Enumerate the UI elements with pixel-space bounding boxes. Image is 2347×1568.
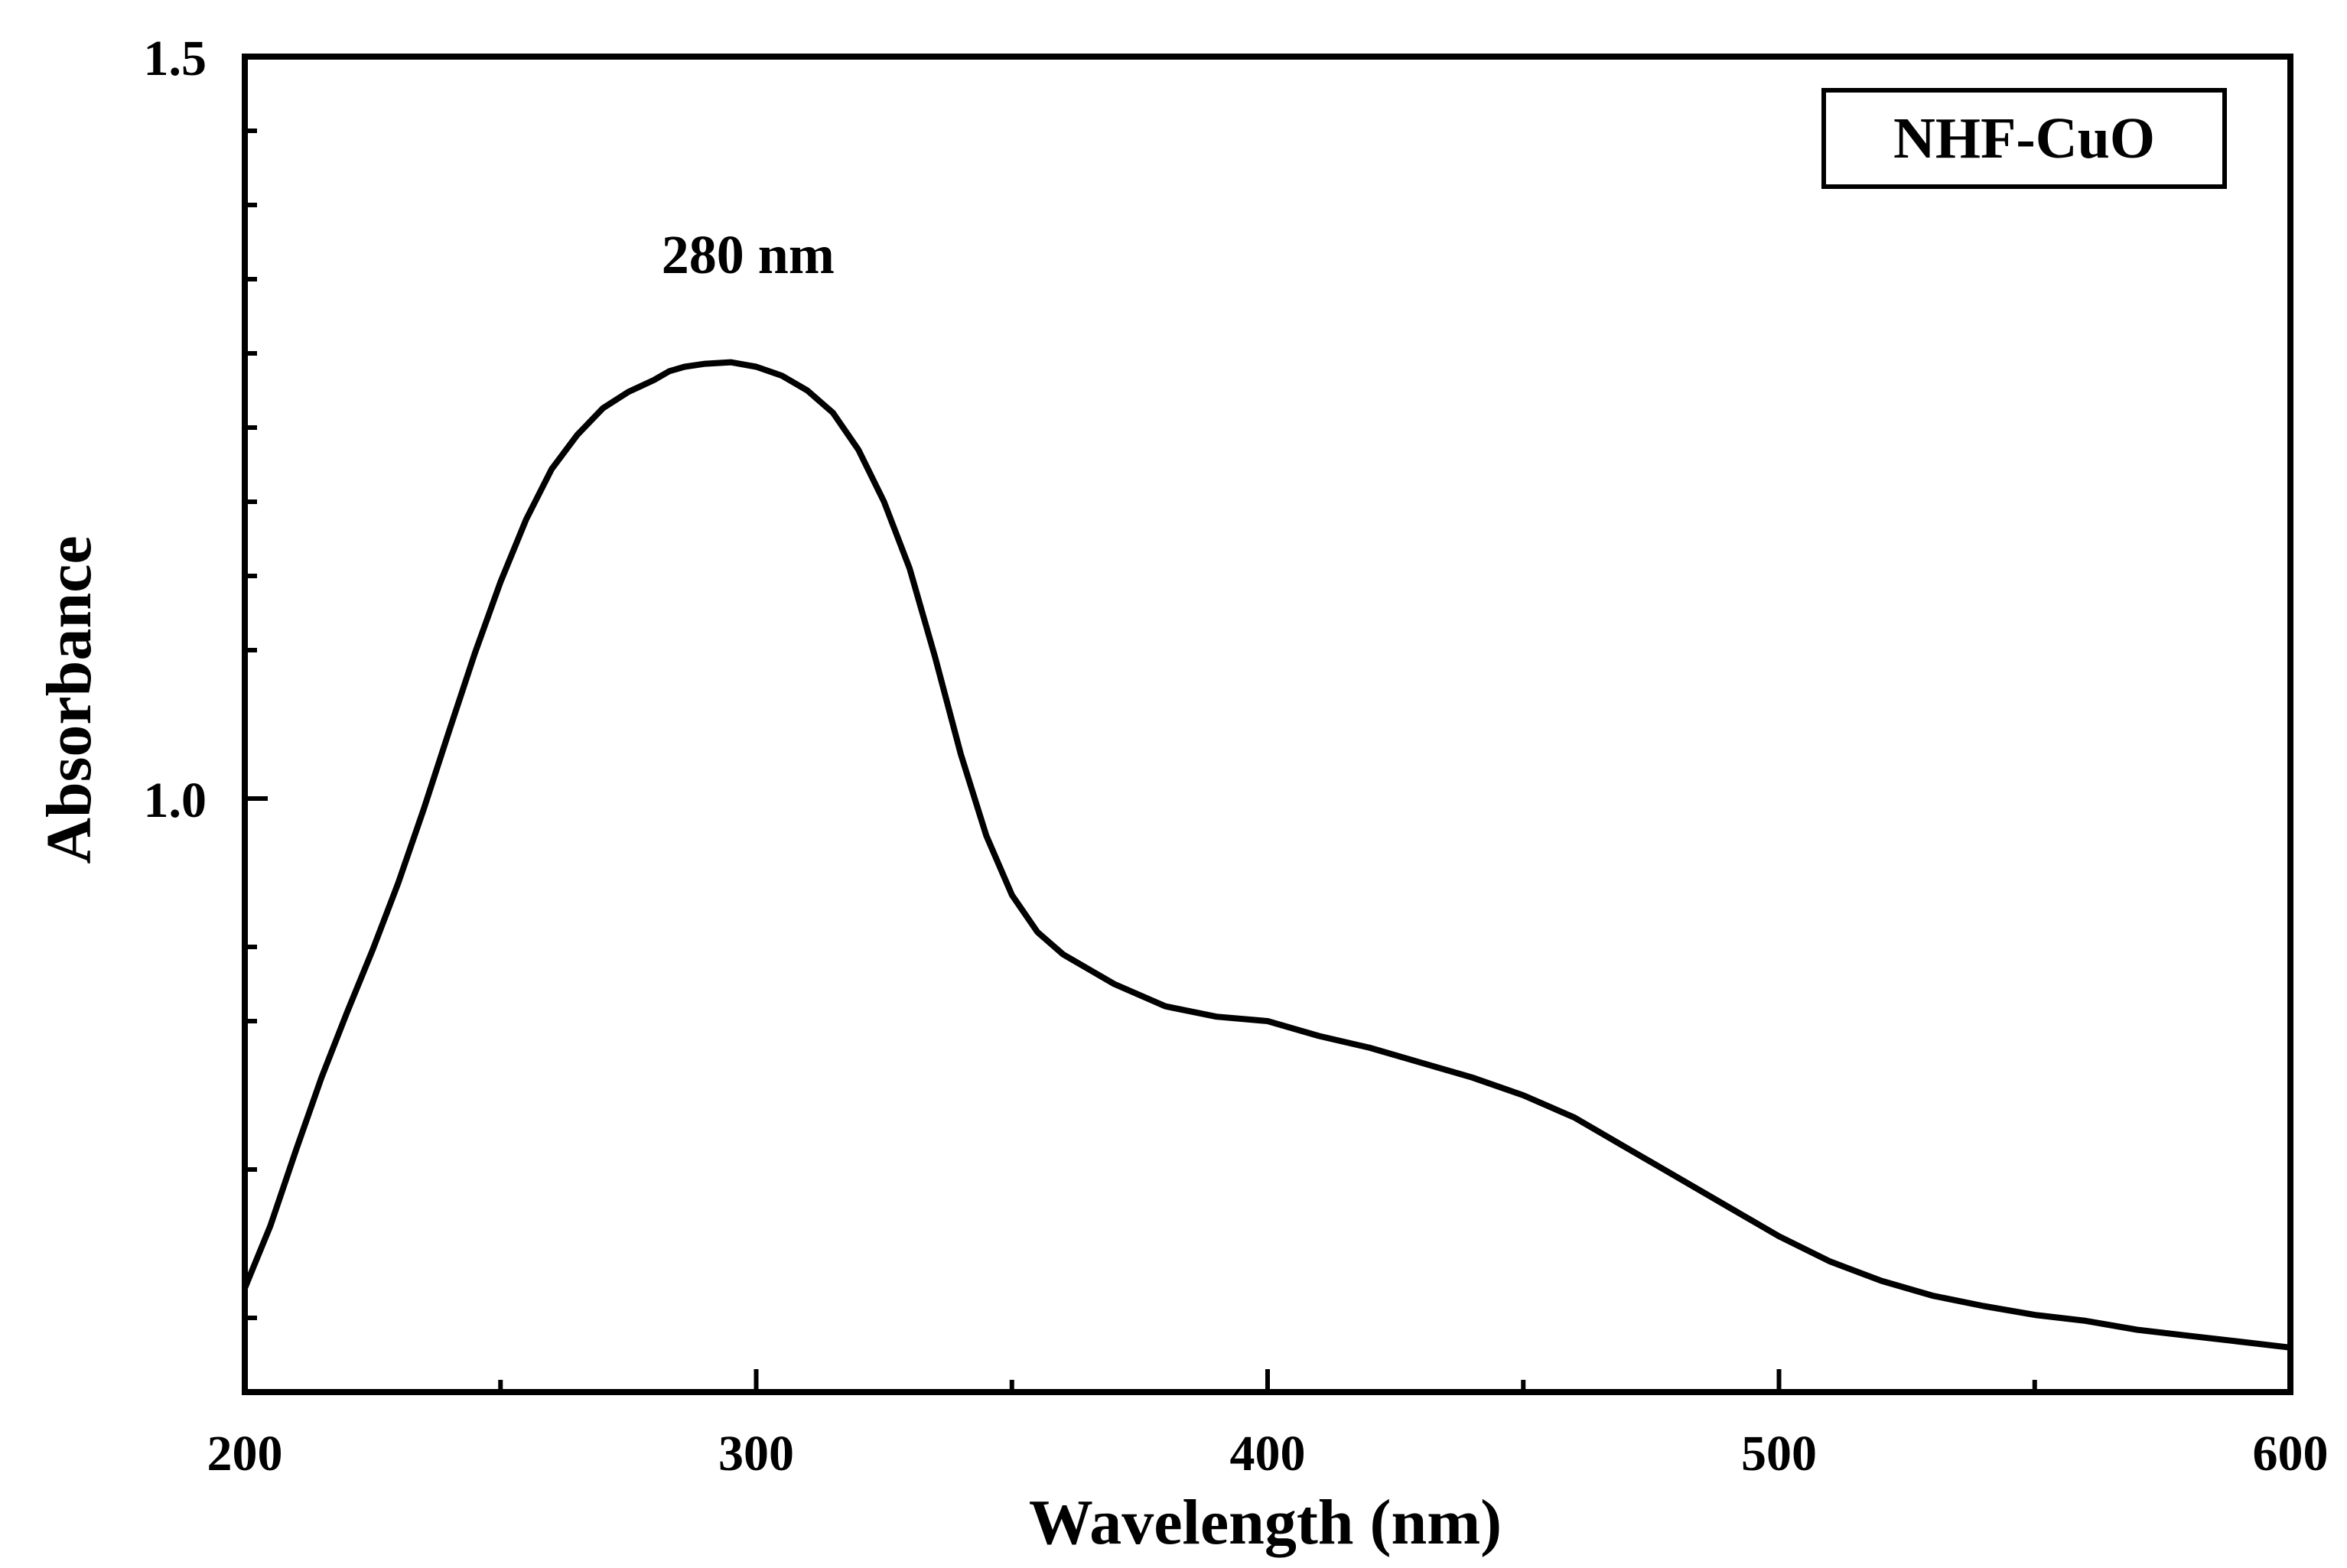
legend-entry-label: NHF-CuO: [1893, 106, 2155, 171]
peak-annotation: 280 nm: [662, 224, 835, 285]
x-axis-title: Wavelength (nm): [1029, 1487, 1502, 1558]
y-axis-title: Absorbance: [34, 535, 105, 864]
x-tick-label: 400: [1230, 1426, 1306, 1482]
plot-area: [242, 54, 2293, 1395]
x-tick-label: 300: [718, 1426, 794, 1482]
y-tick-label: 1.0: [144, 773, 207, 828]
x-tick-label: 200: [207, 1426, 283, 1482]
series-line-0: [242, 359, 2293, 1351]
legend-box: [1821, 88, 2227, 189]
plot-frame: [242, 54, 2293, 1395]
legend: NHF-CuO: [1821, 88, 2227, 189]
axis-ticks: [245, 128, 2037, 1392]
tick-labels: 200 300 400 500 600 1.0 1.5: [144, 31, 2329, 1482]
y-tick-label: 1.5: [144, 31, 207, 86]
x-tick-label: 500: [1741, 1426, 1817, 1482]
x-tick-label: 600: [2253, 1426, 2329, 1482]
